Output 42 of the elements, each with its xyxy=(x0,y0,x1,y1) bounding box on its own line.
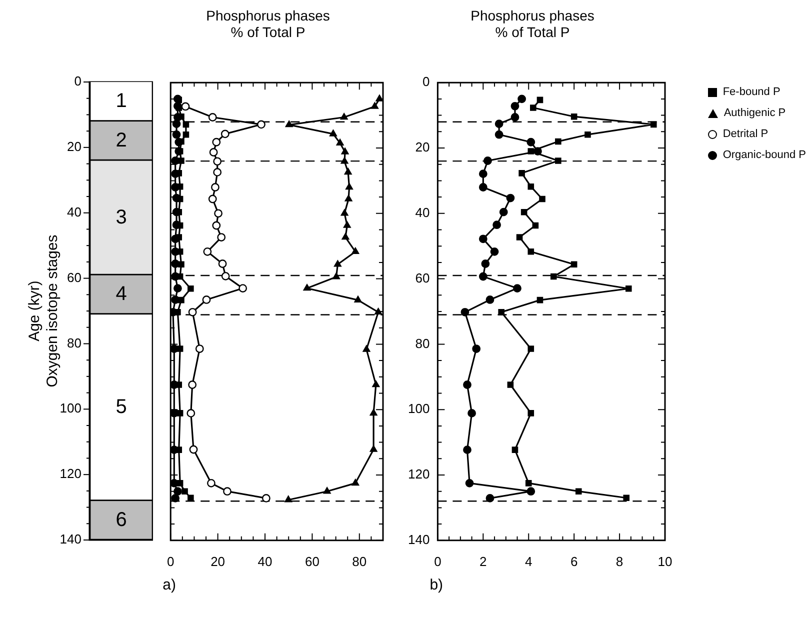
x-tick-label: 40 xyxy=(258,554,272,569)
y-tick-label: 140 xyxy=(408,532,430,547)
x-tick-label: 0 xyxy=(434,554,442,569)
x-tick-label: 60 xyxy=(304,554,320,569)
y-tick-label: 20 xyxy=(67,139,82,154)
text: b) xyxy=(430,576,444,594)
series-label: 2 xyxy=(116,129,127,152)
chart-title: Phosphorus phases % of Total P xyxy=(206,7,330,40)
y-tick-label: 20 xyxy=(415,140,430,155)
y-tick-label: 80 xyxy=(67,335,82,350)
y-tick-label: 40 xyxy=(415,204,430,220)
x-tick-label: 8 xyxy=(616,554,624,569)
y-axis-title: Age (kyr) Oxygen isotope stages xyxy=(26,234,62,388)
text: a) xyxy=(162,576,176,594)
y-tick-label: 100 xyxy=(60,400,82,416)
y-tick-label: 120 xyxy=(408,466,430,482)
y-tick-label: 40 xyxy=(67,204,82,220)
y-tick-label: 0 xyxy=(422,74,430,90)
y-tick-label: 80 xyxy=(415,336,430,351)
legend-label: Organic-bound P xyxy=(722,148,806,163)
legend-label: Detrital P xyxy=(722,127,768,142)
series-label: 4 xyxy=(116,283,127,306)
legend-label: Authigenic P xyxy=(724,106,786,121)
series-label: 5 xyxy=(116,396,127,418)
x-tick-label: 4 xyxy=(524,554,532,569)
x-tick-label: 20 xyxy=(210,554,226,569)
y-tick-label: 0 xyxy=(74,74,82,89)
y-tick-label: 60 xyxy=(67,270,82,285)
y-tick-label: 60 xyxy=(415,270,430,286)
y-tick-label: 120 xyxy=(60,466,82,482)
series-label: 3 xyxy=(116,206,127,228)
x-tick-label: 10 xyxy=(658,554,672,569)
x-tick-label: 0 xyxy=(167,554,174,569)
x-tick-label: 2 xyxy=(480,554,487,569)
series-label: 1 xyxy=(116,90,127,112)
y-tick-label: 100 xyxy=(408,401,430,416)
x-tick-label: 80 xyxy=(352,554,367,569)
x-tick-label: 6 xyxy=(570,554,578,569)
series-label: 6 xyxy=(116,508,127,531)
legend-label: Fe-bound P xyxy=(722,85,780,100)
chart-title: Phosphorus phases % of Total P xyxy=(470,7,594,40)
y-tick-label: 140 xyxy=(60,532,82,547)
